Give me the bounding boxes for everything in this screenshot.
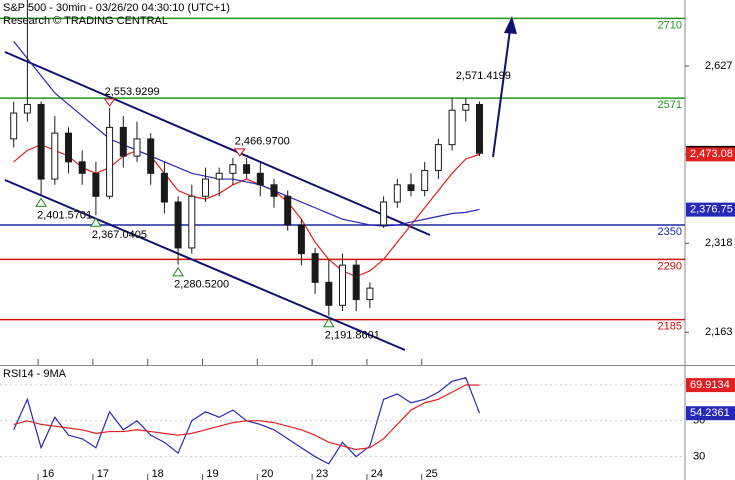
- trend-line: [4, 51, 431, 236]
- marker-up: [89, 217, 102, 227]
- annotation-label: 2,466.9700: [235, 136, 290, 148]
- candle-body: [147, 138, 155, 174]
- candle-body: [325, 281, 333, 306]
- price-badge: [686, 406, 735, 421]
- candle-body: [65, 132, 72, 163]
- ma-line: [13, 143, 480, 278]
- rsi-title: RSI14 - 9MA: [3, 368, 67, 380]
- candle-body: [284, 195, 292, 226]
- annotation-label: 2,401.5701: [37, 209, 92, 221]
- trend-line: [4, 179, 406, 351]
- arrow-head: [504, 16, 517, 34]
- price-badge-label: 54.2361: [690, 407, 730, 419]
- candle-body: [188, 195, 196, 249]
- candle-body: [434, 144, 442, 171]
- x-tick-label: 17: [97, 468, 109, 480]
- x-tick-label: 25: [426, 468, 438, 480]
- chart-title: S&P 500 - 30min - 03/26/20 04:30:10 (UTC…: [3, 2, 230, 14]
- candle-body: [256, 172, 264, 186]
- candle-body: [37, 103, 45, 180]
- x-tick-label: 20: [261, 468, 273, 480]
- candle-body: [215, 172, 223, 180]
- x-tick-label: 16: [42, 468, 54, 480]
- candle-body: [476, 103, 483, 154]
- level-label: 2290: [658, 260, 682, 272]
- candle-body: [78, 161, 86, 174]
- arrow: [492, 29, 511, 158]
- marker-up: [172, 266, 185, 277]
- candle-body: [23, 103, 31, 114]
- price-badge: [686, 147, 735, 162]
- ma-line: [13, 40, 480, 227]
- price-badge: [686, 202, 735, 217]
- candle-body: [10, 112, 18, 140]
- chart-subtitle: Research © TRADING CENTRAL: [3, 15, 168, 27]
- candle-body: [297, 224, 305, 255]
- candle-body: [106, 126, 114, 197]
- x-tick-label: 23: [316, 468, 328, 480]
- level-label: 2185: [658, 321, 682, 333]
- price-badge-label: 2,376.75: [690, 204, 733, 216]
- marker-down: [233, 148, 246, 157]
- candle-body: [352, 264, 360, 301]
- candle-body: [366, 287, 374, 301]
- price-badge-label: 2,473.08: [690, 148, 733, 160]
- candle-body: [393, 184, 401, 203]
- x-tick-label: 24: [371, 468, 383, 480]
- annotation-label: 2,553.9299: [105, 86, 160, 98]
- candle-body: [202, 178, 209, 197]
- candle-body: [229, 164, 237, 174]
- candle-body: [339, 264, 346, 306]
- level-label: 2710: [658, 19, 682, 31]
- candle-body: [421, 169, 429, 192]
- ma-line: [13, 384, 480, 451]
- candle-body: [407, 184, 415, 192]
- annotation-label: 2,571.4199: [456, 70, 511, 82]
- marker-up: [35, 197, 48, 207]
- candle-body: [119, 126, 127, 157]
- level-label: 2571: [658, 99, 682, 111]
- candle-body: [380, 201, 388, 226]
- price-badge: [686, 378, 735, 393]
- candle-body: [462, 103, 470, 111]
- candle-body: [270, 184, 278, 197]
- annotation-label: 2,367.0405: [92, 229, 147, 241]
- candle-body: [133, 138, 141, 157]
- candle-body: [174, 201, 182, 249]
- annotation-label: 2,280.5200: [174, 279, 229, 291]
- candle-body: [160, 172, 168, 203]
- x-tick-label: 19: [206, 468, 218, 480]
- y-tick-label: 2,318: [705, 237, 733, 249]
- marker-up: [322, 317, 335, 328]
- candle-body: [92, 172, 100, 197]
- candle-body: [51, 132, 59, 180]
- y-tick-label: 2,627: [705, 60, 733, 72]
- y-tick-label: 2,163: [705, 326, 733, 338]
- price-badge-label: 69.9134: [690, 379, 730, 391]
- y-tick-label: 30: [693, 451, 705, 463]
- candle-body: [243, 164, 251, 174]
- candle-body: [311, 253, 319, 283]
- candle-body: [448, 109, 456, 146]
- level-label: 2350: [658, 226, 682, 238]
- marker-down: [103, 98, 116, 107]
- annotation-label: 2,191.8601: [325, 330, 380, 342]
- x-tick-label: 18: [152, 468, 164, 480]
